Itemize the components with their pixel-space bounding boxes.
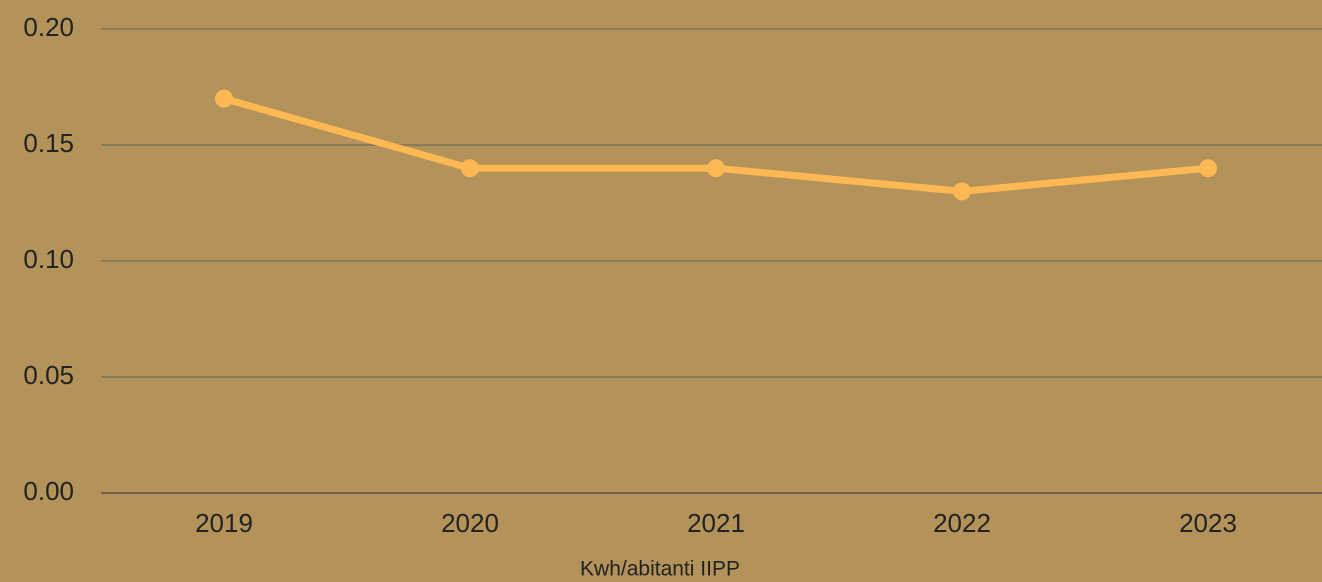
y-tick-label: 0.00 — [23, 476, 74, 506]
point — [461, 159, 479, 178]
y-tick-label: 0.05 — [23, 360, 74, 390]
y-tick-label: 0.10 — [23, 244, 74, 274]
x-tick-label: 2022 — [933, 508, 991, 538]
x-tick-label: 2023 — [1179, 508, 1237, 538]
legend-label: Kwh/abitanti IIPP — [580, 558, 740, 581]
x-tick-label: 2020 — [441, 508, 499, 538]
x-tick-label: 2019 — [195, 508, 253, 538]
point — [1199, 159, 1217, 178]
point — [707, 159, 725, 178]
y-tick-label: 0.15 — [23, 128, 74, 158]
x-tick-label: 2021 — [687, 508, 745, 538]
point — [953, 182, 971, 201]
y-tick-label: 0.20 — [23, 12, 74, 42]
point — [215, 89, 233, 108]
